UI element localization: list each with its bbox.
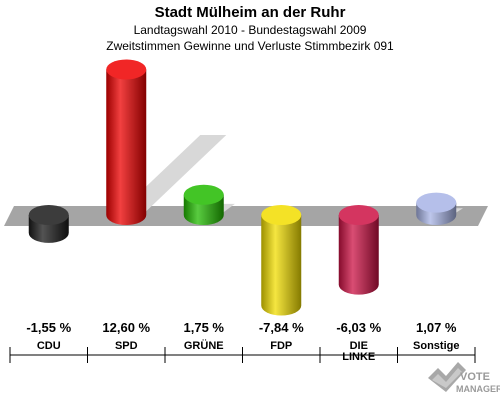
- bar-top-cap: [338, 205, 379, 225]
- category-label: Sonstige: [413, 340, 459, 352]
- bar-top-cap: [261, 205, 302, 225]
- category-label: SPD: [115, 340, 138, 352]
- checkmark-icon: [428, 362, 466, 392]
- category-label: DIE: [350, 340, 368, 352]
- chart-subtitle-election: Landtagswahl 2010 - Bundestagswahl 2009: [133, 23, 367, 37]
- logo-word-manager: MANAGER: [456, 384, 500, 394]
- bars: [28, 59, 457, 316]
- bar-die-linke: [338, 205, 379, 295]
- bar-shadows: [116, 134, 464, 215]
- bar-body: [261, 215, 302, 316]
- category-label: LINKE: [342, 351, 375, 363]
- vote-manager-logo: VOTE MANAGER: [428, 362, 500, 394]
- value-label: 12,60 %: [102, 320, 150, 335]
- bar-top-cap: [106, 59, 147, 80]
- bar-top-cap: [28, 205, 69, 225]
- value-label: 1,75 %: [184, 320, 225, 335]
- value-label: -7,84 %: [259, 320, 304, 335]
- logo-word-vote: VOTE: [460, 371, 490, 383]
- bar-cdu: [28, 205, 69, 243]
- chart-title: Stadt Mülheim an der Ruhr: [154, 4, 346, 21]
- bar-top-cap: [183, 184, 224, 205]
- value-label: 1,07 %: [416, 320, 457, 335]
- bar-top-cap: [416, 192, 457, 213]
- category-label: FDP: [270, 340, 292, 352]
- value-labels: -1,55 % 12,60 % 1,75 % -7,84 % -6,03 % 1,07 %: [26, 320, 457, 335]
- bar-spd: [106, 59, 147, 225]
- value-label: -1,55 %: [26, 320, 71, 335]
- bar-grüne: [183, 184, 224, 225]
- bar-sonstige: [416, 192, 457, 225]
- category-label: CDU: [37, 340, 61, 352]
- baseline-band: [4, 206, 488, 226]
- category-label: GRÜNE: [184, 339, 224, 352]
- bar-body: [106, 69, 147, 225]
- bar-fdp: [261, 205, 302, 316]
- chart-subtitle-district: Zweitstimmen Gewinne und Verluste Stimmb…: [106, 39, 394, 53]
- bar-body: [338, 215, 379, 295]
- value-label: -6,03 %: [336, 320, 381, 335]
